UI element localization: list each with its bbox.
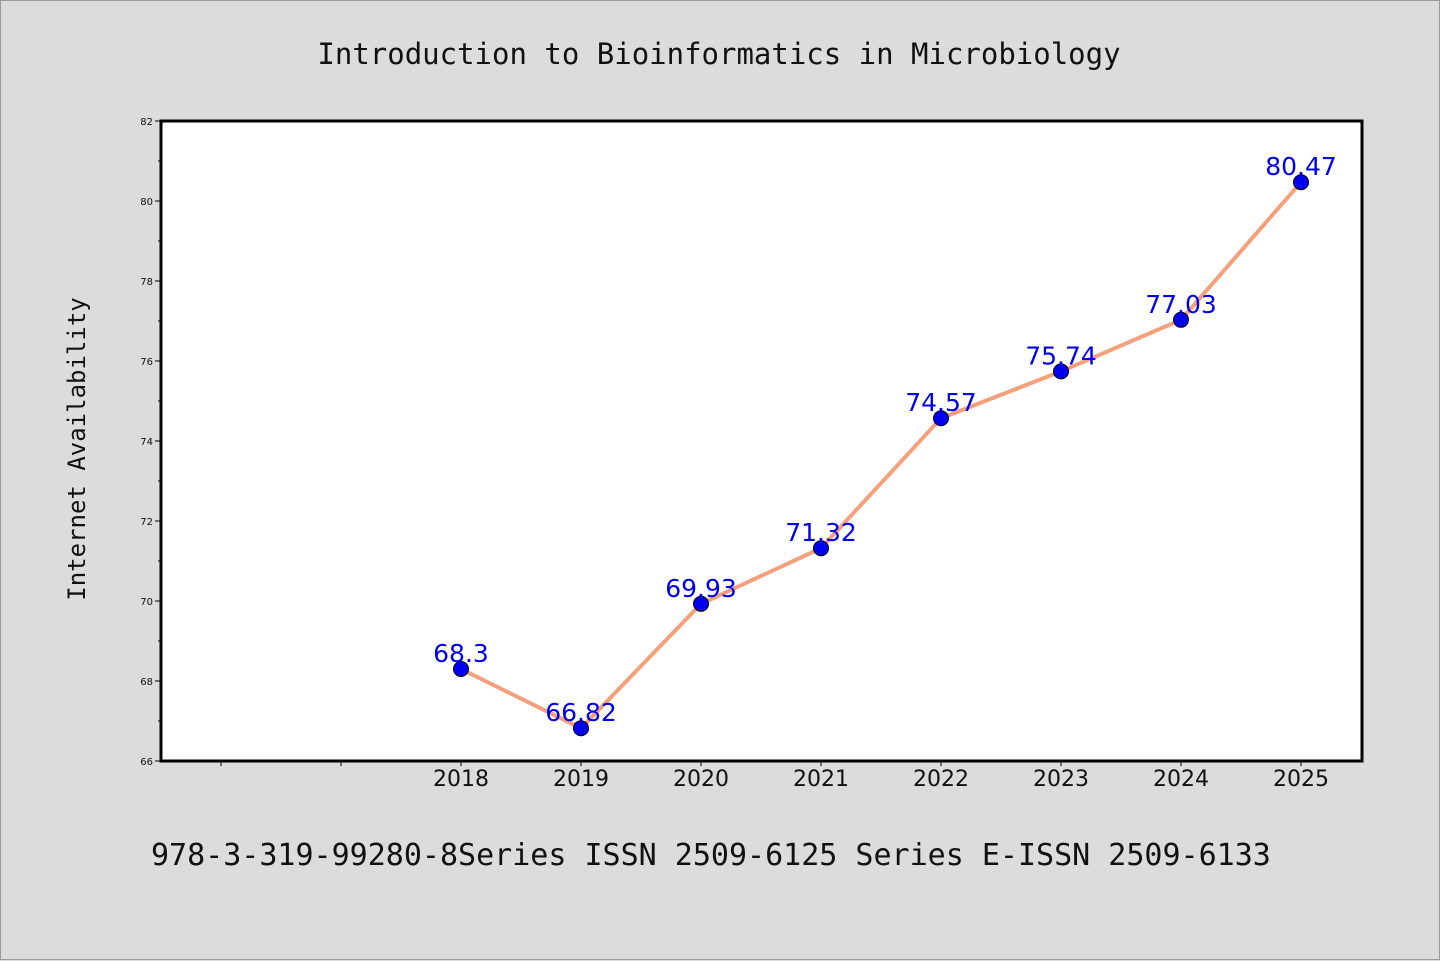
- data-point-marker: [693, 595, 709, 612]
- series-line: [460, 180, 1303, 731]
- y-tick-label: 76: [140, 357, 153, 368]
- axis-ticks: 66 68 70 72 74 76 78 80 82 2018 2019 2020 2021 2022 20…: [140, 117, 1329, 792]
- data-label: 75.74: [1025, 341, 1097, 370]
- data-point-marker: [453, 661, 469, 677]
- footer-isbn-text: 978-3-319-99280-8Series ISSN 2509-6125 S…: [151, 838, 1271, 873]
- y-tick-label: 68: [140, 677, 153, 688]
- y-tick-label: 74: [140, 437, 153, 448]
- y-tick-label: 78: [140, 277, 153, 288]
- chart-title: Introduction to Bioinformatics in Microb…: [317, 37, 1120, 71]
- y-axis-label: Internet Availability: [63, 297, 91, 600]
- data-label: 71.32: [785, 518, 857, 547]
- data-point-marker: [1173, 311, 1189, 328]
- x-tick-label: 2022: [913, 767, 969, 792]
- series-group: [453, 174, 1309, 737]
- data-label: 66.82: [545, 698, 617, 727]
- data-point-marker: [1293, 174, 1309, 191]
- data-label: 68.3: [433, 639, 489, 668]
- plot-area: [159, 119, 1364, 763]
- y-tick-label: 80: [140, 197, 153, 208]
- data-point-marker: [1053, 363, 1069, 380]
- y-tick-label: 72: [140, 517, 153, 528]
- data-label: 69.93: [665, 574, 737, 603]
- y-tick-label: 82: [140, 117, 153, 128]
- data-label: 80.47: [1265, 152, 1337, 181]
- x-tick-label: 2024: [1153, 767, 1209, 792]
- data-point-marker: [573, 720, 589, 737]
- x-tick-label: 2025: [1273, 767, 1329, 792]
- data-labels-group: 68.3 66.82 69.93 71.32 74.57 75.74 77.03 80.47: [433, 152, 1337, 727]
- x-tick-label: 2019: [553, 767, 609, 792]
- y-tick-label: 66: [140, 757, 153, 768]
- data-label: 74.57: [905, 388, 977, 417]
- x-tick-label: 2018: [433, 767, 489, 792]
- x-tick-label: 2023: [1033, 767, 1089, 792]
- data-point-marker: [813, 540, 829, 557]
- data-label: 77.03: [1145, 290, 1217, 319]
- x-tick-label: 2020: [673, 767, 729, 792]
- y-tick-label: 70: [140, 597, 153, 608]
- data-point-marker: [933, 410, 949, 427]
- x-tick-label: 2021: [793, 767, 849, 792]
